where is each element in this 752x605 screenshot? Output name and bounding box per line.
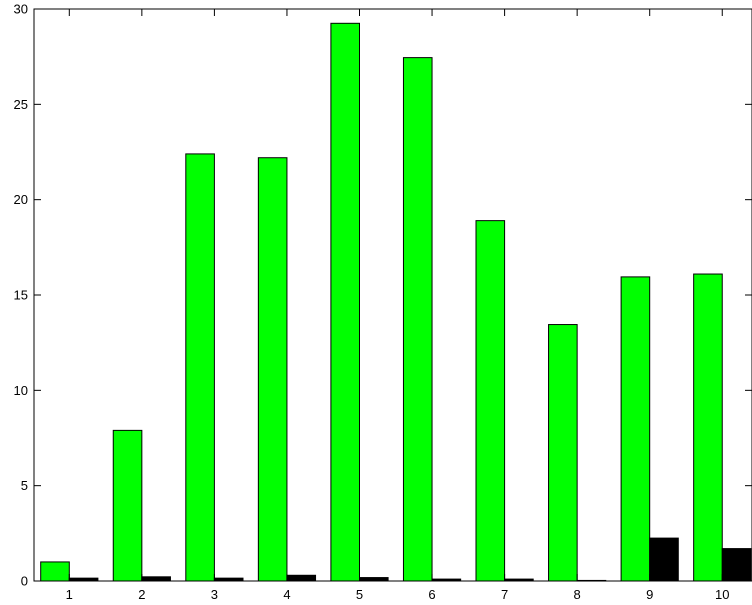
- tick-labels-group: 0 5 10 15 20 25 30 1 2 3 4 5 6 7 8 9 10: [14, 2, 730, 603]
- bar-series2-cat-9: [649, 537, 679, 582]
- bars-group: [40, 22, 752, 582]
- bar-series1-cat-3: [185, 153, 215, 582]
- bar-series2-cat-4: [286, 574, 317, 582]
- bar-series1-cat-1: [40, 561, 70, 582]
- y-tick-label: 15: [14, 288, 28, 303]
- x-tick-label: 1: [66, 587, 73, 602]
- y-tick-label: 10: [14, 383, 28, 398]
- bar-series2-cat-5: [359, 577, 389, 582]
- x-tick-label: 2: [138, 587, 145, 602]
- bar-series1-cat-10: [693, 273, 723, 582]
- bar-series1-cat-8: [548, 324, 578, 582]
- x-tick-label: 9: [646, 587, 653, 602]
- x-tick-label: 4: [283, 587, 290, 602]
- bar-series2-cat-2: [141, 576, 171, 582]
- y-tick-label: 30: [14, 2, 28, 17]
- bar-series1-cat-5: [330, 22, 360, 582]
- x-tick-label: 10: [715, 587, 729, 602]
- axes-group: [33, 8, 752, 582]
- bar-series1-cat-6: [402, 57, 433, 582]
- bar-series1-cat-9: [620, 276, 651, 582]
- y-tick-label: 5: [21, 478, 28, 493]
- x-tick-label: 7: [501, 587, 508, 602]
- x-tick-label: 3: [211, 587, 218, 602]
- x-tick-label: 8: [574, 587, 581, 602]
- x-tick-label: 6: [428, 587, 435, 602]
- y-tick-label: 25: [14, 97, 28, 112]
- bar-series2-cat-10: [721, 548, 752, 582]
- bar-series1-cat-4: [257, 157, 288, 582]
- y-tick-label: 0: [21, 574, 28, 589]
- y-tick-label: 20: [14, 192, 28, 207]
- bar-series1-cat-7: [475, 220, 506, 582]
- bar-series1-cat-2: [112, 429, 143, 582]
- x-tick-label: 5: [356, 587, 363, 602]
